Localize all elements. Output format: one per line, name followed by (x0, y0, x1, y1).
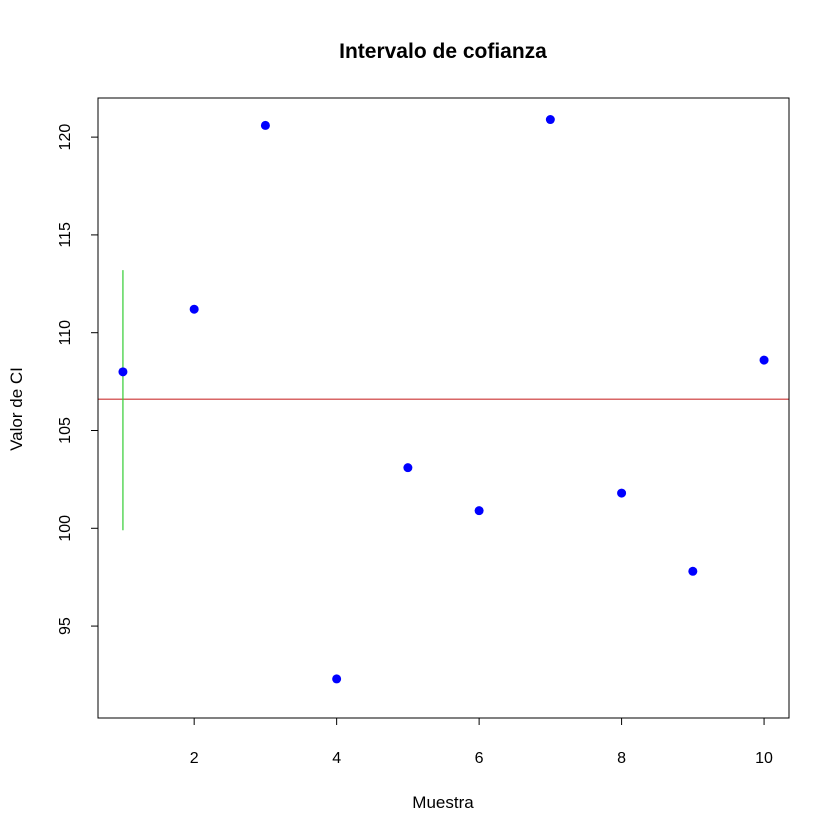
x-axis-label: Muestra (412, 793, 474, 812)
data-point (403, 463, 413, 473)
x-tick-label: 6 (475, 750, 484, 767)
y-tick-label: 95 (57, 617, 74, 635)
data-point (545, 115, 555, 125)
y-tick-label: 100 (57, 515, 74, 542)
y-tick-label: 105 (57, 417, 74, 444)
y-tick-label: 110 (57, 320, 74, 346)
data-point (189, 304, 199, 314)
x-tick-label: 10 (755, 750, 773, 767)
plot-area: 2 4 6 8 10 95 100 105 110 115 120 (57, 115, 789, 767)
data-point (617, 488, 627, 498)
y-tick-label: 115 (57, 222, 74, 248)
y-axis-label: Valor de CI (7, 367, 26, 451)
x-tick-label: 8 (617, 750, 626, 767)
data-point (332, 674, 342, 684)
data-point (474, 506, 484, 516)
data-point (260, 120, 270, 130)
data-point (688, 566, 698, 576)
data-point (118, 367, 128, 377)
data-point (759, 355, 769, 365)
x-tick-label: 2 (190, 750, 199, 767)
chart-title: Intervalo de cofianza (339, 40, 547, 63)
y-tick-label: 120 (57, 124, 74, 151)
x-tick-label: 4 (332, 750, 341, 767)
plot-frame (97, 97, 790, 719)
